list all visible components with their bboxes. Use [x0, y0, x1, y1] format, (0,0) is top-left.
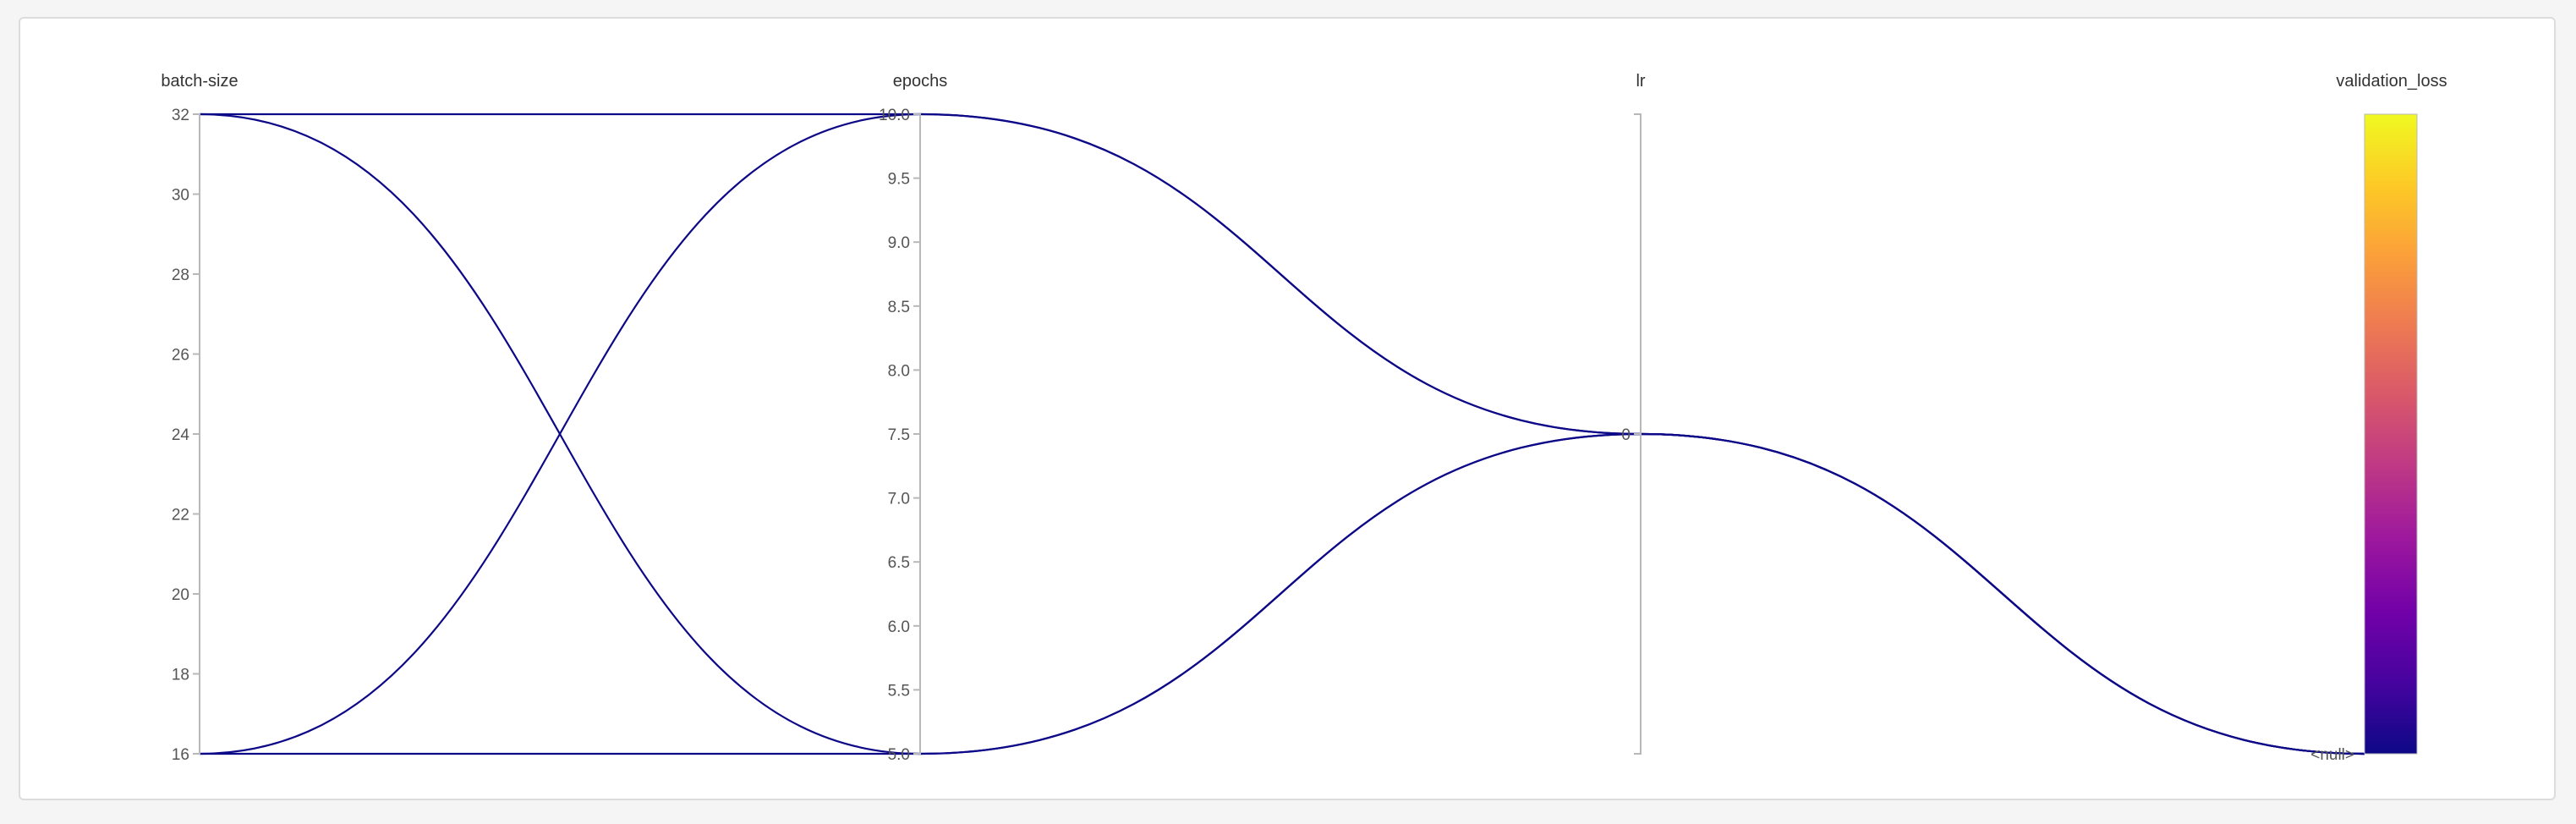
tick-label: 8.5	[888, 299, 910, 316]
run-line-2[interactable]	[199, 113, 2365, 755]
tick-label: 22	[172, 507, 189, 525]
tick-label: 5.5	[888, 682, 910, 700]
axis-validation-loss[interactable]: validation_loss <null>	[2310, 72, 2447, 764]
tick-label: 5.0	[888, 746, 910, 764]
run-line-1[interactable]	[200, 113, 2365, 755]
tick-label: 16	[172, 746, 189, 764]
tick-label: 30	[172, 187, 189, 205]
tick-label: 32	[172, 107, 189, 124]
axis-epochs[interactable]: epochs 5.0 5.5 6.0 6.5 7.0 7.5 8.0 8.5 9.0 9.5 10.0	[879, 72, 947, 764]
tick-label: <null>	[2310, 746, 2354, 764]
chart-panel	[19, 17, 2556, 800]
tick-label: 7.0	[888, 491, 910, 508]
run-line-3[interactable]	[199, 113, 2365, 755]
run-line-4[interactable]	[199, 432, 2365, 755]
tick-label: 10.0	[879, 107, 910, 124]
axis-title: lr	[1636, 72, 1645, 91]
tick-label: 9.0	[888, 234, 910, 252]
axis-title: validation_loss	[2336, 72, 2447, 91]
tick-label: 6.5	[888, 554, 910, 572]
tick-label: 9.5	[888, 171, 910, 189]
tick-label: 7.5	[888, 426, 910, 444]
axis-lr[interactable]: lr 0	[1621, 72, 1646, 755]
tick-label: 6.0	[888, 618, 910, 636]
axis-batch-size[interactable]: batch-size 16 18 20 22 24 26 28 30 32	[161, 72, 238, 764]
tick-label: 26	[172, 347, 189, 365]
tick-label: 18	[172, 667, 189, 684]
tick-label: 8.0	[888, 362, 910, 380]
axis-title: epochs	[893, 72, 948, 91]
tick-label: 0	[1621, 426, 1631, 444]
axes: batch-size 16 18 20 22 24 26 28 30 32 epochs 5.0 5.5…	[161, 72, 2447, 764]
axis-title: batch-size	[161, 72, 238, 91]
tick-label: 28	[172, 266, 189, 284]
tick-label: 24	[172, 426, 190, 444]
colorbar	[2364, 113, 2418, 755]
run-lines	[199, 113, 2365, 755]
tick-label: 20	[172, 586, 189, 604]
